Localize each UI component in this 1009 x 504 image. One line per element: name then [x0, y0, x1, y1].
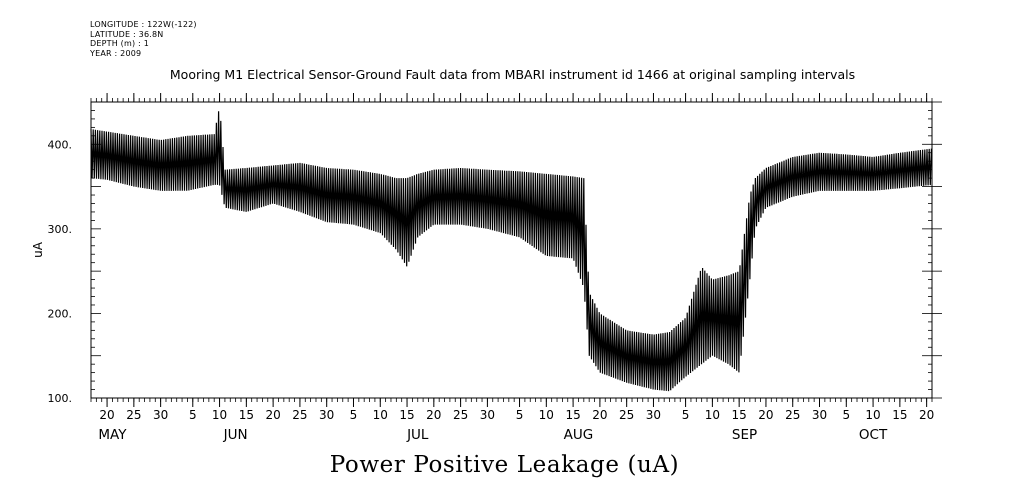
y-axis-label: uA	[31, 241, 45, 258]
y-tick-label: 300.	[48, 223, 73, 236]
x-tick-label: 25	[126, 408, 141, 422]
x-tick-label: 10	[865, 408, 880, 422]
x-tick-label: 10	[539, 408, 554, 422]
plot-frame	[90, 101, 933, 399]
longitude-label: LONGITUDE : 122W(-122)	[90, 20, 197, 29]
x-tick-label: 15	[892, 408, 907, 422]
x-tick-label: 5	[682, 408, 690, 422]
x-tick-label: 5	[350, 408, 358, 422]
x-tick-label: 20	[592, 408, 607, 422]
chart-title: Mooring M1 Electrical Sensor-Ground Faul…	[169, 67, 856, 82]
x-tick-label: 5	[516, 408, 524, 422]
x-tick-label: 25	[453, 408, 468, 422]
x-tick-label: 30	[480, 408, 495, 422]
x-tick-label: 10	[705, 408, 720, 422]
x-month-label: AUG	[564, 427, 594, 443]
x-tick-label: 30	[646, 408, 661, 422]
y-tick-label: 400.	[48, 138, 73, 151]
x-tick-label: 30	[153, 408, 168, 422]
bottom-title: Power Positive Leakage (uA)	[329, 452, 680, 478]
x-tick-label: 10	[373, 408, 388, 422]
x-month-label: JUL	[406, 427, 429, 443]
plot-area: 20 25 30 5 10 15 20 25 30 5 10 15 20 25 30 5 10 15 20 25 30 5…	[31, 93, 942, 443]
y-tick-label: 100.	[48, 392, 73, 405]
x-month-label: MAY	[98, 427, 127, 443]
x-tick-label: 15	[239, 408, 254, 422]
x-month-label: JUN	[223, 427, 248, 443]
x-tick-label: 20	[426, 408, 441, 422]
year-label: YEAR : 2009	[90, 48, 142, 58]
metadata-block: LONGITUDE : 122W(-122) LATITUDE : 36.8N …	[90, 20, 197, 58]
x-tick-label: 10	[212, 408, 227, 422]
x-tick-label: 15	[399, 408, 414, 422]
x-tick-label: 15	[565, 408, 580, 422]
x-tick-label: 30	[319, 408, 334, 422]
x-month-label: SEP	[732, 427, 757, 443]
series-line-0	[90, 111, 932, 392]
x-tick-label: 25	[785, 408, 800, 422]
y-tick-label: 200.	[48, 307, 73, 320]
x-tick-label: 20	[265, 408, 280, 422]
x-month-label: OCT	[859, 427, 888, 443]
latitude-label: LATITUDE : 36.8N	[90, 29, 164, 39]
x-tick-label: 5	[189, 408, 197, 422]
x-tick-label: 25	[619, 408, 634, 422]
x-tick-label: 20	[758, 408, 773, 422]
x-tick-label: 25	[292, 408, 307, 422]
x-tick-label: 20	[99, 408, 114, 422]
x-tick-label: 30	[812, 408, 827, 422]
x-tick-label: 15	[732, 408, 747, 422]
depth-label: DEPTH (m) : 1	[90, 39, 149, 48]
x-tick-label: 5	[842, 408, 850, 422]
x-tick-label: 20	[919, 408, 934, 422]
